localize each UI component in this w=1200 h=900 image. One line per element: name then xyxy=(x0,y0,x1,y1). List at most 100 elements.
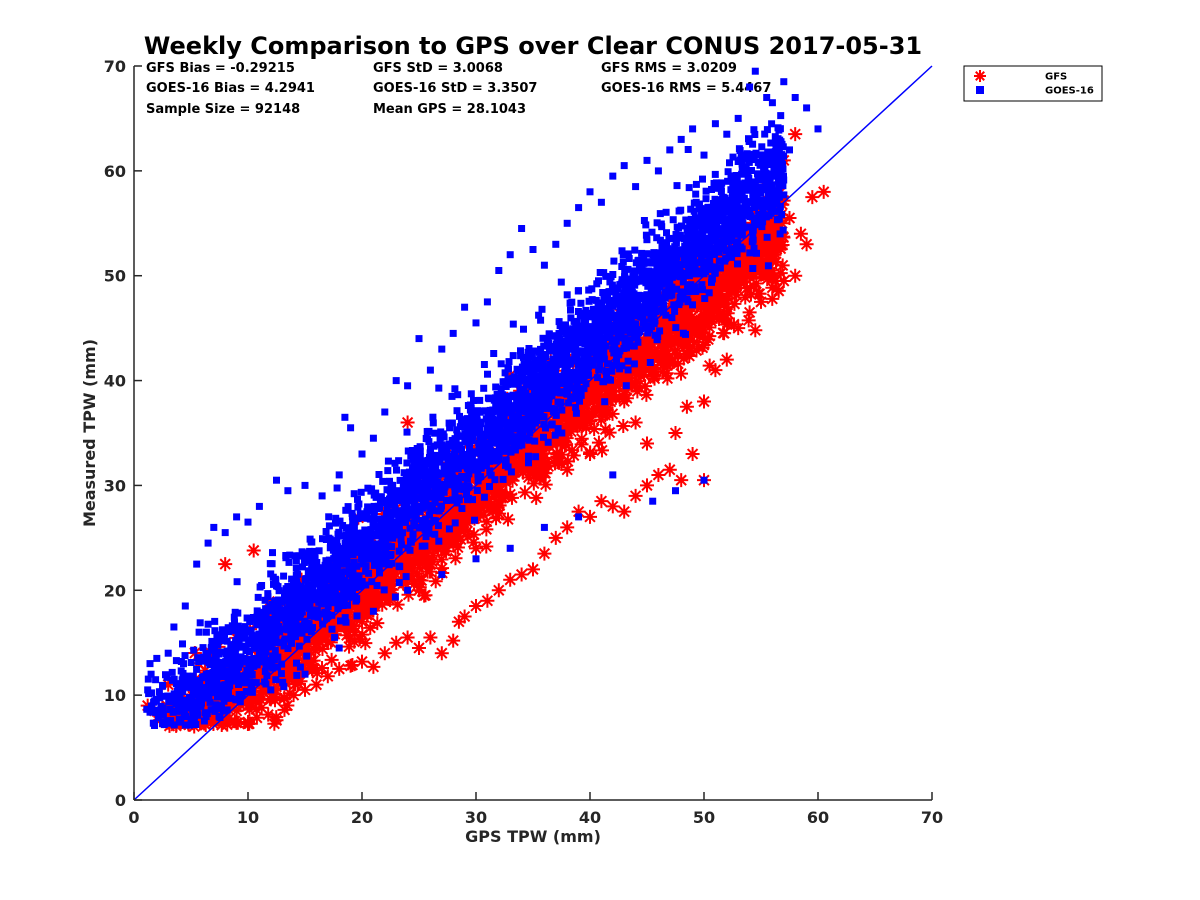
data-point-goes-16 xyxy=(671,307,679,315)
data-point-gfs xyxy=(410,566,425,581)
data-point-goes-16 xyxy=(708,186,715,193)
data-point-gfs xyxy=(639,387,654,402)
data-point-goes-16 xyxy=(753,249,760,257)
data-point-gfs xyxy=(505,473,520,488)
data-point-gfs xyxy=(196,676,211,691)
data-point-gfs xyxy=(390,597,405,612)
data-point-goes-16 xyxy=(302,575,310,583)
data-point-gfs xyxy=(358,636,373,651)
data-point-gfs xyxy=(531,453,546,468)
data-point-goes-16 xyxy=(480,493,488,501)
data-point-goes-16 xyxy=(425,523,433,531)
data-point-goes-16 xyxy=(678,222,685,230)
data-point-goes-16 xyxy=(427,445,434,453)
stat-label: GOES-16 RMS = 5.4467 xyxy=(601,81,771,96)
data-point-gfs xyxy=(742,250,757,265)
data-point-goes-16 xyxy=(715,248,723,256)
data-point-gfs xyxy=(382,576,397,591)
data-point-gfs xyxy=(582,388,597,403)
data-point-goes-16 xyxy=(402,573,410,581)
data-point-gfs xyxy=(555,420,570,435)
data-point-goes-16 xyxy=(689,301,696,309)
data-point-goes-16 xyxy=(514,425,522,433)
data-point-goes-16 xyxy=(509,352,517,360)
stat-label: Sample Size = 92148 xyxy=(146,102,300,117)
data-point-gfs xyxy=(599,402,614,417)
data-point-goes-16 xyxy=(640,217,648,224)
data-point-gfs xyxy=(548,530,563,545)
data-point-gfs xyxy=(766,243,781,258)
data-point-goes-16 xyxy=(331,589,339,597)
data-point-gfs xyxy=(701,332,716,347)
data-point-gfs xyxy=(651,467,666,482)
data-point-goes-16 xyxy=(296,600,304,608)
data-point-gfs xyxy=(323,613,338,628)
data-point-goes-16 xyxy=(722,247,730,255)
data-point-goes-16 xyxy=(516,386,524,394)
data-point-gfs xyxy=(290,676,305,691)
data-point-goes-16 xyxy=(169,708,177,716)
data-point-gfs xyxy=(227,714,242,729)
data-point-goes-16 xyxy=(362,567,370,575)
data-point-gfs xyxy=(532,432,547,447)
data-point-gfs xyxy=(594,412,609,427)
data-point-goes-16 xyxy=(573,349,581,357)
data-point-gfs xyxy=(721,291,736,306)
data-point-gfs xyxy=(279,626,294,641)
data-point-gfs xyxy=(634,342,649,357)
data-point-goes-16 xyxy=(701,212,709,220)
data-point-goes-16 xyxy=(419,479,427,487)
data-point-goes-16 xyxy=(774,145,781,153)
data-point-gfs xyxy=(769,225,784,240)
data-point-gfs xyxy=(654,334,669,349)
data-point-goes-16 xyxy=(484,421,492,429)
data-point-gfs xyxy=(715,270,730,285)
data-point-gfs xyxy=(218,710,233,725)
data-point-gfs xyxy=(594,390,609,405)
data-point-gfs xyxy=(451,614,466,629)
data-point-goes-16 xyxy=(684,298,692,306)
data-point-goes-16 xyxy=(400,469,408,477)
data-point-goes-16 xyxy=(621,334,629,342)
data-point-goes-16 xyxy=(313,559,321,566)
data-point-gfs xyxy=(660,353,675,368)
data-point-gfs xyxy=(416,544,431,559)
data-point-gfs xyxy=(298,627,313,642)
data-point-goes-16 xyxy=(296,663,304,671)
data-point-gfs xyxy=(540,454,555,469)
data-point-gfs xyxy=(560,462,575,477)
data-point-goes-16 xyxy=(492,401,500,409)
data-point-goes-16 xyxy=(728,253,736,261)
data-point-goes-16 xyxy=(573,381,581,389)
data-point-gfs xyxy=(722,287,737,302)
data-point-goes-16 xyxy=(688,264,696,272)
data-point-goes-16 xyxy=(204,693,212,701)
data-point-gfs xyxy=(583,446,597,461)
data-point-goes-16 xyxy=(431,429,439,437)
data-point-gfs xyxy=(538,466,553,481)
data-point-goes-16 xyxy=(247,626,255,634)
data-point-gfs xyxy=(579,421,594,436)
data-point-goes-16 xyxy=(314,613,322,621)
data-point-goes-16 xyxy=(418,516,426,524)
data-point-gfs xyxy=(731,267,746,282)
data-point-goes-16 xyxy=(537,316,545,324)
data-point-goes-16 xyxy=(499,413,507,421)
data-point-gfs xyxy=(489,498,504,513)
data-point-gfs xyxy=(554,434,569,449)
data-point-goes-16 xyxy=(295,642,303,650)
data-point-gfs xyxy=(501,512,516,527)
data-point-goes-16 xyxy=(290,612,298,620)
data-point-goes-16 xyxy=(290,585,298,593)
data-point-goes-16 xyxy=(466,444,473,452)
data-point-goes-16 xyxy=(621,269,629,277)
data-point-gfs xyxy=(683,310,698,325)
data-point-goes-16 xyxy=(231,608,239,616)
data-point-gfs xyxy=(690,327,705,342)
data-point-goes-16 xyxy=(750,244,758,252)
data-point-goes-16 xyxy=(738,170,746,178)
data-point-goes-16 xyxy=(644,282,652,290)
data-point-gfs xyxy=(161,677,176,692)
data-point-gfs xyxy=(218,557,233,572)
data-point-goes-16 xyxy=(767,139,775,147)
